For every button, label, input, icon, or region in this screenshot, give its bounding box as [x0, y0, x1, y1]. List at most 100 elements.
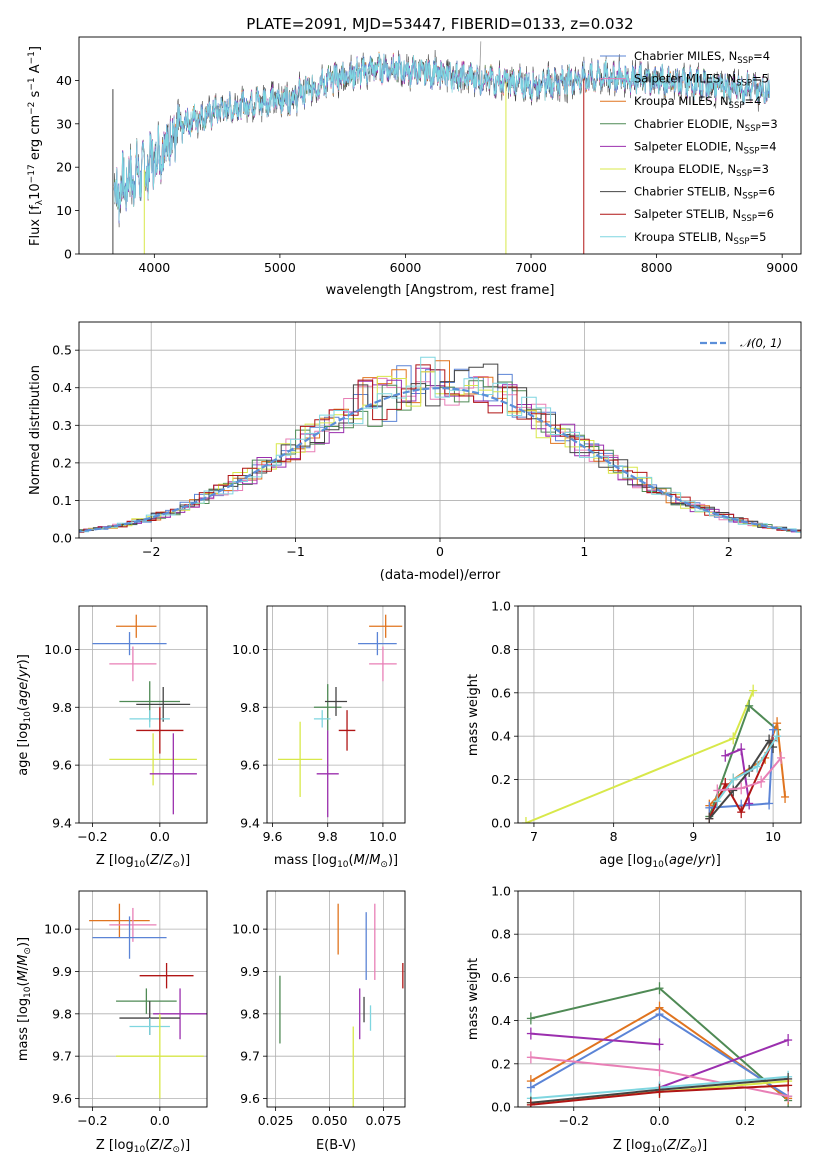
legend-label: 𝒩(0, 1): [740, 336, 782, 350]
y-axis-label: Flux [fλ10−17 erg cm−2 s−1 A−1]: [27, 46, 45, 246]
y-tick-label: 40: [56, 73, 72, 88]
x-tick-label: 0.0: [150, 1113, 170, 1128]
legend-label: Chabrier MILES, NSSP=4: [634, 49, 770, 66]
x-axis-label: age [log10(age/yr)]: [599, 853, 721, 870]
y-tick-label: 9.8: [52, 1006, 72, 1021]
legend-label: Kroupa ELODIE, NSSP=3: [634, 162, 769, 179]
x-tick-label: −0.2: [77, 829, 107, 844]
y-axis-label: mass [log10(M/M⊙)]: [16, 937, 33, 1061]
axes-frame: [266, 605, 406, 824]
errorbar-point: [139, 963, 194, 989]
errorbar-point: [153, 988, 207, 1040]
y-tick-label: 0.0: [491, 816, 511, 831]
y-tick-label: 20: [56, 160, 72, 175]
series-line: [530, 1032, 660, 1046]
errorbar-point: [316, 730, 339, 818]
x-tick-label: 5000: [264, 260, 296, 275]
y-tick-label: 0.6: [491, 685, 511, 700]
x-axis-label: Z [log10(Z/Z⊙)]: [613, 1138, 707, 1155]
series-line: [717, 757, 782, 792]
errorbar-point: [338, 710, 356, 751]
x-tick-label: 0.2: [735, 1113, 755, 1128]
axes-frame: [78, 605, 208, 824]
panel-residuals: −2 −1 0 1 2 0.0 0.1 0.2 0.3 0.4 0.5 𝒩(0, 1) (data-mo…: [28, 321, 802, 583]
y-tick-label: 9.8: [52, 700, 72, 715]
legend-label: Salpeter MILES, NSSP=5: [634, 72, 769, 89]
x-tick-label: 6000: [390, 260, 422, 275]
y-tick-label: 0.2: [491, 772, 511, 787]
y-tick-label: 0.0: [52, 531, 72, 546]
x-tick-label: 0.075: [366, 1113, 402, 1128]
series-line: [659, 1039, 789, 1089]
axes-frame: [266, 890, 406, 1108]
x-tick-label: 8000: [641, 260, 673, 275]
errorbar-point: [116, 988, 177, 1014]
plot-area: [79, 356, 801, 534]
y-tick-label: 9.8: [240, 1006, 260, 1021]
plot-area: [92, 614, 197, 815]
plot-area: [112, 41, 770, 254]
legend-label: Salpeter STELIB, NSSP=6: [634, 207, 774, 224]
x-tick-label: −0.2: [559, 1113, 589, 1128]
y-tick-label: 1.0: [491, 884, 511, 899]
y-tick-label: 9.4: [52, 816, 72, 831]
x-tick-label: 10.0: [369, 829, 397, 844]
y-tick-label: 30: [56, 116, 72, 131]
errorbar-point: [358, 632, 397, 656]
y-tick-label: 10.0: [44, 642, 72, 657]
y-axis-label: age [log10(age/yr)]: [16, 654, 33, 776]
x-tick-label: 8: [610, 829, 618, 844]
y-tick-label: 9.6: [240, 758, 260, 773]
y-tick-label: 0.4: [491, 1013, 511, 1028]
y-axis-label: mass weight: [466, 674, 481, 756]
panel-mass_vs_EBV: 0.025 0.050 0.075 9.6 9.7 9.8 9.9 10.0 E(B-V): [232, 890, 406, 1153]
errorbar-point: [369, 646, 397, 682]
y-tick-label: 0.2: [52, 455, 72, 470]
plot-area: [279, 903, 404, 1107]
histogram-series: [79, 376, 801, 533]
legend-label: Salpeter ELODIE, NSSP=4: [634, 139, 777, 156]
panel-mass_vs_Z: −0.2 0.0 9.6 9.7 9.8 9.9 10.0 Z [log10(Z/Z⊙)] ma…: [16, 890, 208, 1155]
errorbar-point: [369, 614, 403, 638]
y-tick-label: 0.3: [52, 418, 72, 433]
panel-age_vs_Z: −0.2 0.0 9.4 9.6 9.8 10.0 Z [log10(Z/Z⊙)] age […: [16, 605, 208, 870]
y-tick-label: 0.8: [491, 927, 511, 942]
y-axis-label: Normed distribution: [28, 365, 43, 495]
y-tick-label: 10.0: [232, 922, 260, 937]
panel-massweight_vs_Z: −0.2 0.0 0.2 0.0 0.2 0.4 0.6 0.8 1.0 Z [log10(Z/Z…: [466, 884, 802, 1155]
y-tick-label: 0.8: [491, 642, 511, 657]
y-tick-label: 9.4: [240, 816, 260, 831]
x-tick-label: 7: [530, 829, 538, 844]
x-axis-label: wavelength [Angstrom, rest frame]: [326, 283, 555, 298]
y-tick-label: 0.5: [52, 343, 72, 358]
spectrum-legend: Chabrier MILES, NSSP=4 Salpeter MILES, NS…: [600, 49, 778, 247]
y-tick-label: 0.0: [491, 1100, 511, 1115]
x-tick-label: 9.6: [263, 829, 283, 844]
series-line: [709, 729, 775, 809]
errorbar-point: [92, 632, 167, 656]
errorbar-point: [129, 710, 170, 728]
errorbar-point: [313, 684, 342, 731]
x-tick-label: −1: [286, 544, 304, 559]
y-tick-label: 9.6: [52, 1091, 72, 1106]
y-tick-label: 9.7: [240, 1049, 260, 1064]
x-tick-label: 0.0: [150, 829, 170, 844]
y-tick-label: 0.4: [491, 729, 511, 744]
histogram-series: [79, 363, 801, 533]
plot-area: [521, 684, 790, 823]
x-tick-label: 4000: [138, 260, 170, 275]
y-tick-label: 9.6: [240, 1091, 260, 1106]
errorbar-point: [313, 710, 331, 728]
legend-label: Kroupa STELIB, NSSP=5: [634, 230, 766, 247]
errorbar-point: [136, 707, 184, 754]
x-tick-label: 1: [580, 544, 588, 559]
y-tick-label: 0: [64, 247, 72, 262]
plot-area: [278, 614, 403, 818]
y-tick-label: 10: [56, 203, 72, 218]
x-tick-label: 9: [689, 829, 697, 844]
x-tick-label: 0.025: [258, 1113, 294, 1128]
y-tick-label: 9.9: [240, 964, 260, 979]
y-tick-label: 1.0: [491, 599, 511, 614]
errorbar-point: [109, 907, 157, 942]
